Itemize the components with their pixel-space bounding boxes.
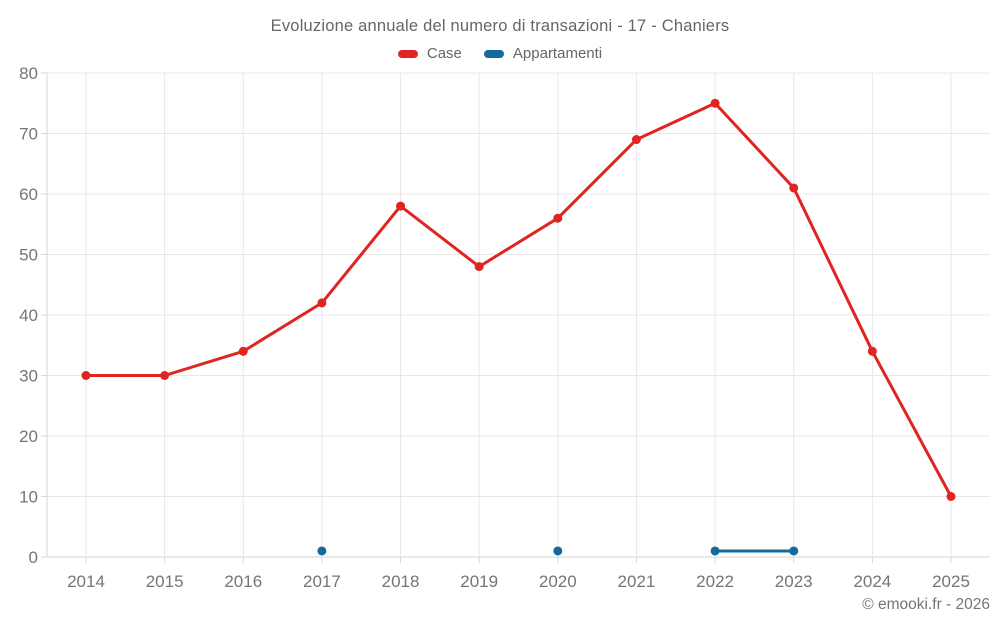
y-axis-tick-label: 60 [19,185,38,204]
x-axis-tick-label: 2014 [67,572,105,591]
appartamenti-legend-swatch-icon [483,49,504,58]
x-axis-tick-label: 2020 [539,572,577,591]
x-axis-tick-label: 2017 [303,572,341,591]
case-point-2022[interactable] [710,98,720,108]
legend-label-appartamenti: Appartamenti [512,45,603,62]
case-line-segment [241,301,324,353]
copyright-text: © emooki.fr - 2026 [862,596,990,613]
x-axis-tick-label: 2021 [618,572,656,591]
case-line-segment [634,101,717,142]
x-axis-tick-label: 2022 [696,572,734,591]
y-axis-tick-label: 30 [19,367,38,386]
appartamenti-point-2022[interactable] [710,546,720,556]
appartamenti-point-2017[interactable] [317,546,327,556]
legend-item-appartamenti[interactable]: Appartamenti [483,45,603,62]
case-legend-swatch-icon [397,49,418,58]
x-axis-tick-label: 2015 [146,572,184,591]
case-line-segment [477,216,560,269]
x-axis-tick-label: 2023 [775,572,813,591]
case-point-2024[interactable] [867,346,877,356]
case-point-2018[interactable] [396,201,406,211]
case-point-2016[interactable] [238,346,248,356]
case-line-segment [556,138,638,220]
y-axis-tick-label: 10 [19,488,38,507]
legend-item-case[interactable]: Case [397,45,462,62]
case-point-2015[interactable] [160,371,170,380]
y-axis-tick-label: 0 [29,548,38,567]
case-point-2021[interactable] [631,135,641,145]
case-line-segment [399,204,481,269]
x-axis-tick-label: 2024 [853,572,891,591]
case-line-segment [163,349,245,377]
appartamenti-point-2023[interactable] [789,546,799,556]
y-axis-tick-label: 20 [19,427,38,446]
x-axis-tick-label: 2019 [460,572,498,591]
x-axis-tick-label: 2018 [382,572,420,591]
case-point-2020[interactable] [553,213,563,223]
case-line-segment [870,349,953,498]
chart-title: Evoluzione annuale del numero di transaz… [270,17,730,35]
case-point-2014[interactable] [81,371,91,380]
case-point-2023[interactable] [789,183,799,193]
case-line-segment [320,204,403,305]
case-line-segment [792,186,874,353]
y-axis-tick-label: 40 [19,306,38,325]
y-axis-tick-label: 50 [19,246,38,265]
legend: Case Appartamenti [0,45,1000,62]
case-line-segment [713,101,796,190]
y-axis-tick-label: 70 [19,125,38,144]
case-point-2017[interactable] [317,298,327,308]
y-axis-tick-label: 80 [19,64,38,83]
case-point-2019[interactable] [474,262,484,272]
case-point-2025[interactable] [946,492,956,501]
legend-label-case: Case [426,45,462,62]
appartamenti-point-2020[interactable] [553,546,563,556]
x-axis-tick-label: 2016 [224,572,262,591]
x-axis-tick-label: 2025 [932,572,970,591]
